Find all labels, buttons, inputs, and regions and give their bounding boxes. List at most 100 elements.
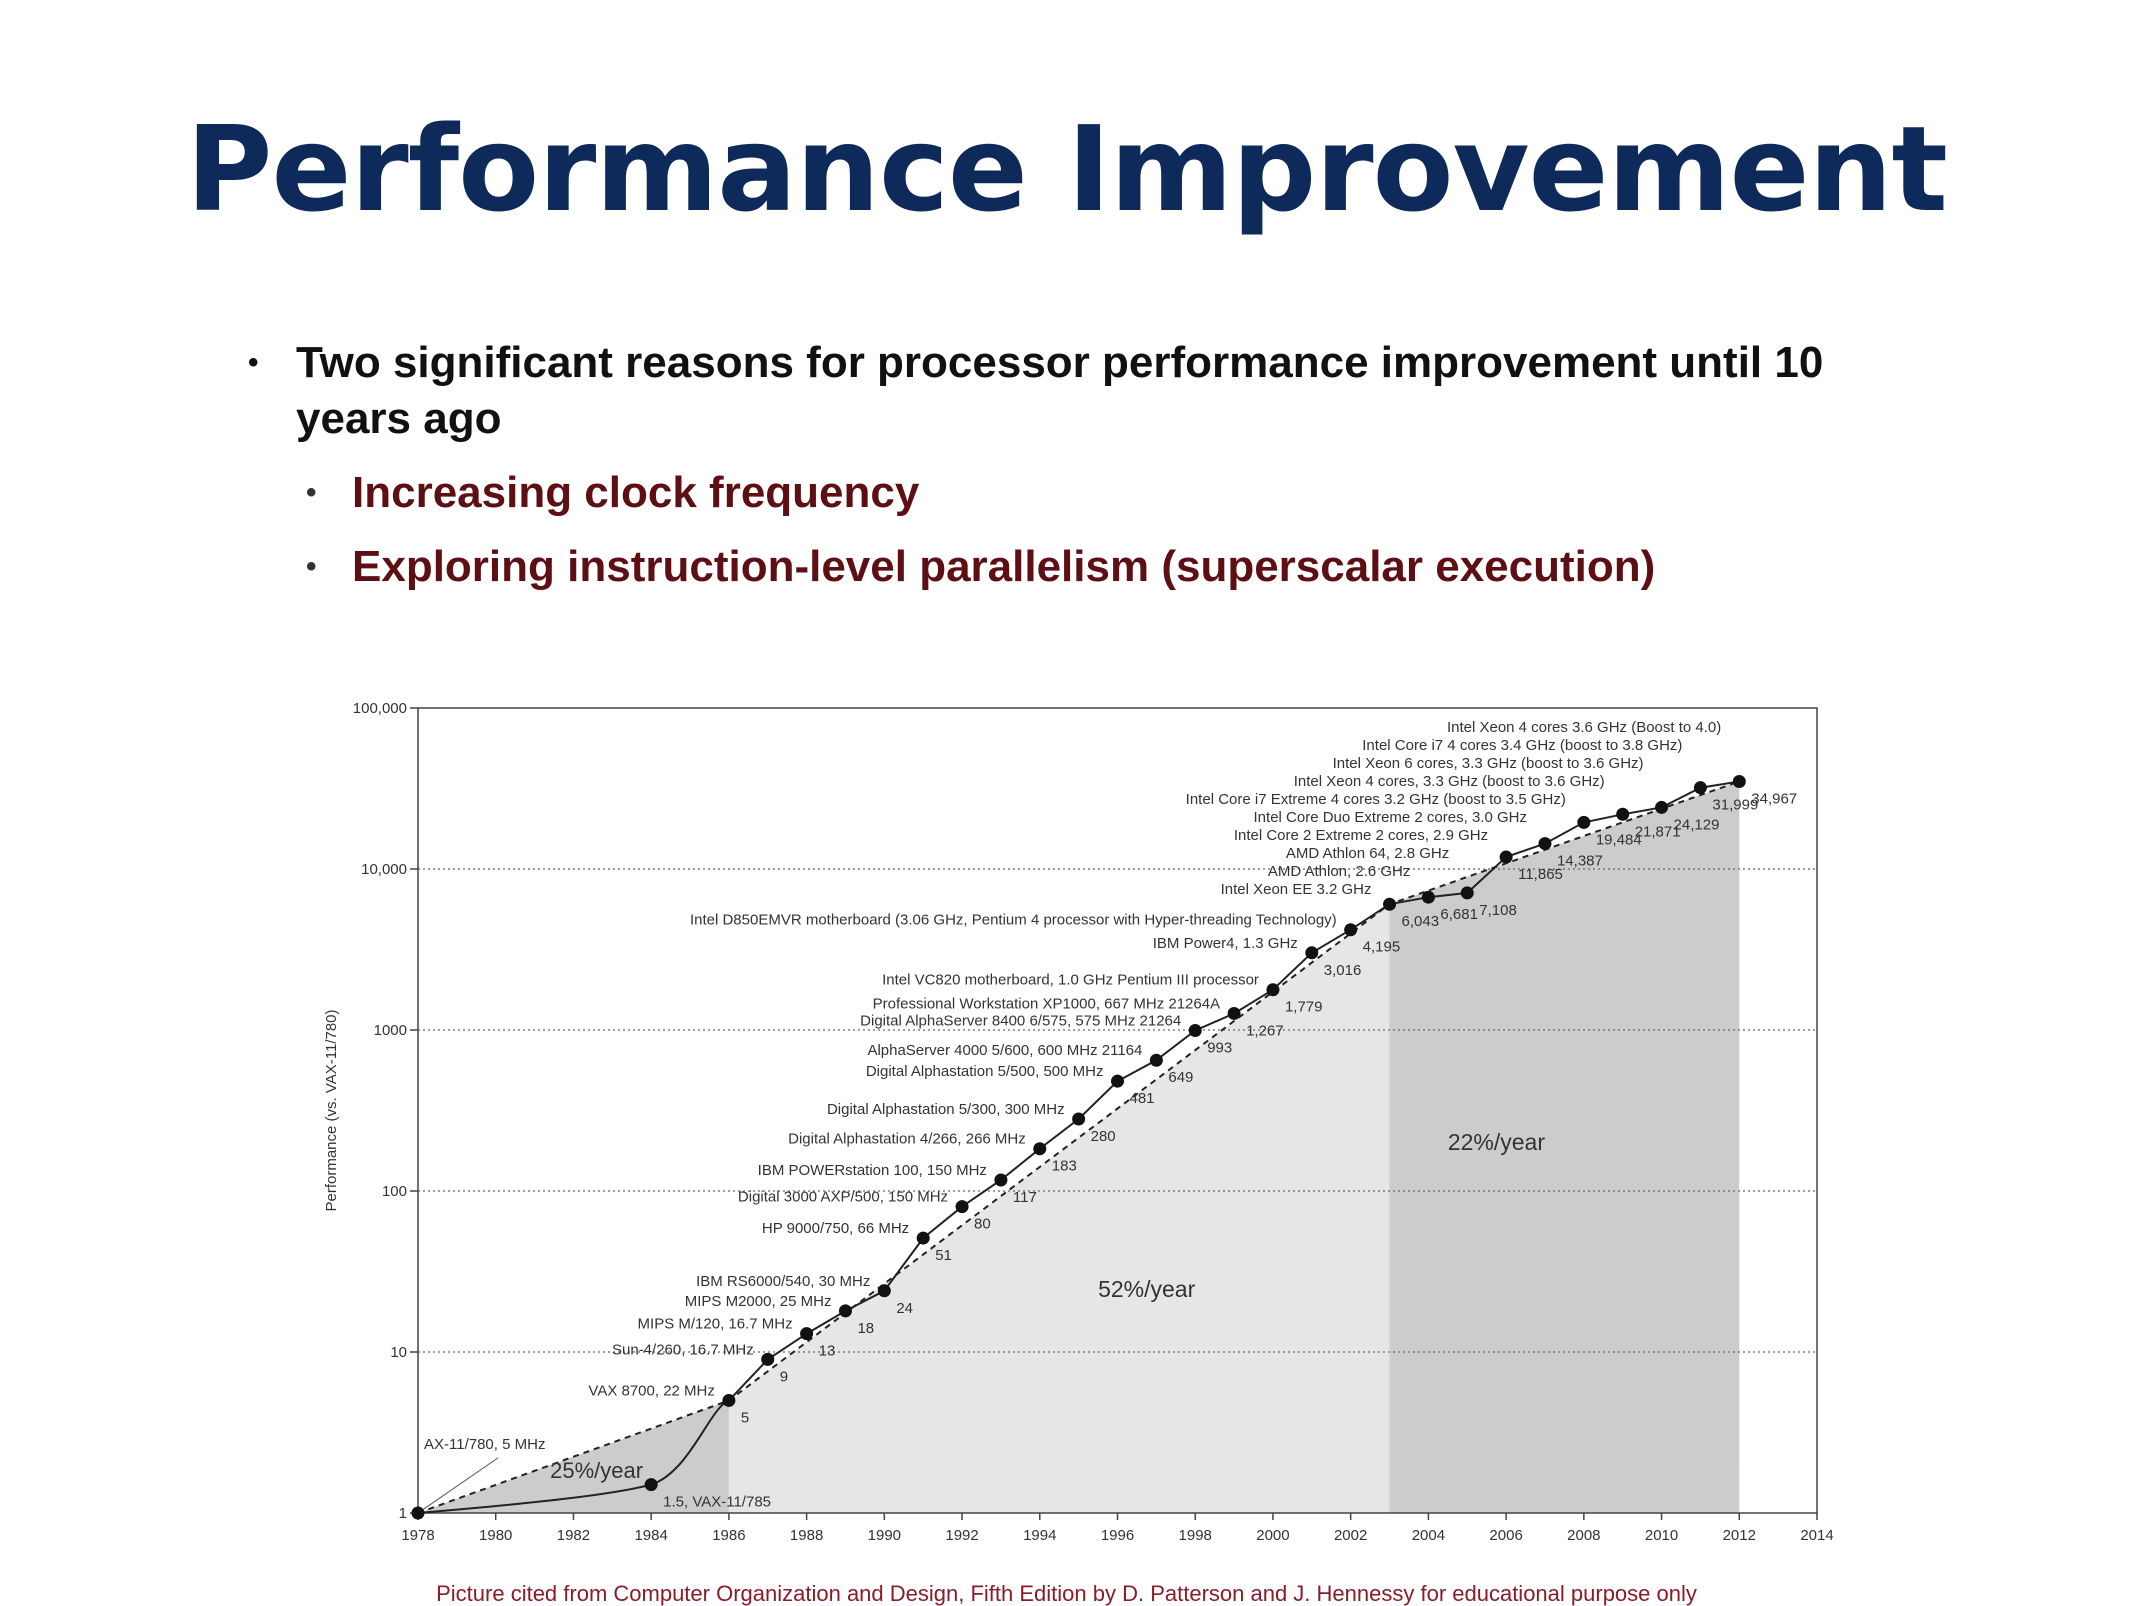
y-axis-label: Performance (vs. VAX-11/780) [323, 1009, 340, 1211]
value-label: 34,967 [1751, 790, 1797, 807]
data-point [644, 1478, 658, 1492]
value-label: 1.5, VAX-11/785 [663, 1494, 771, 1511]
data-point [1305, 946, 1319, 960]
x-tick-label: 1990 [868, 1527, 901, 1544]
value-label: 7,108 [1479, 902, 1517, 919]
data-point [1033, 1142, 1047, 1156]
value-label: 481 [1130, 1090, 1155, 1107]
x-tick-label: 1986 [712, 1527, 745, 1544]
sub-bullet-ilp: • Exploring instruction-level parallelis… [306, 539, 1948, 595]
point-labels: 25%/year 52%/year 22%/year 1.5, VAX-11/785 5… [422, 719, 1797, 1511]
data-point [1188, 1023, 1202, 1037]
x-tick-label: 1978 [401, 1527, 434, 1544]
machine-label: Intel Core 2 Extreme 2 cores, 2.9 GHz [1234, 827, 1488, 844]
machine-label: AlphaServer 4000 5/600, 600 MHz 21164 [867, 1042, 1142, 1059]
machine-label: Intel VC820 motherboard, 1.0 GHz Pentium… [882, 972, 1259, 989]
image-credit: Picture cited from Computer Organization… [436, 1581, 1697, 1606]
x-tick-label: 2008 [1567, 1527, 1600, 1544]
machine-label: VAX 8700, 22 MHz [588, 1382, 714, 1399]
value-label: 649 [1168, 1069, 1193, 1086]
data-point [1538, 837, 1552, 851]
y-tick-label: 1 [399, 1505, 407, 1522]
data-point [1344, 923, 1358, 937]
machine-label: HP 9000/750, 66 MHz [762, 1220, 909, 1237]
data-point [1655, 800, 1669, 814]
machine-label: Digital Alphastation 5/300, 300 MHz [827, 1101, 1065, 1118]
x-tick-label: 2006 [1489, 1527, 1522, 1544]
performance-chart: 1 10 100 1000 10,000 100,000 1978 1980 1982 1984 1… [323, 700, 1834, 1544]
x-tick-label: 1992 [945, 1527, 978, 1544]
data-point [916, 1231, 930, 1245]
machine-label: MIPS M/120, 16.7 MHz [638, 1316, 793, 1333]
data-point [877, 1284, 891, 1298]
data-point [722, 1393, 736, 1407]
data-point [955, 1200, 969, 1214]
x-tick-label: 2014 [1800, 1527, 1833, 1544]
x-tick-label: 2004 [1412, 1527, 1445, 1544]
slide-title: Performance Improvement [186, 100, 1948, 238]
data-point [1227, 1006, 1241, 1020]
bullet-glyph: • [306, 550, 317, 583]
x-tick-label: 2010 [1645, 1527, 1678, 1544]
value-label: 80 [974, 1216, 991, 1233]
machine-label: Intel D850EMVR motherboard (3.06 GHz, Pe… [690, 912, 1337, 929]
bullet-glyph: • [248, 346, 259, 379]
data-point [1732, 774, 1746, 788]
y-tick-label: 10 [390, 1344, 407, 1361]
data-point [1149, 1053, 1163, 1067]
value-label: 5 [741, 1409, 749, 1426]
x-tick-label: 1980 [479, 1527, 512, 1544]
x-tick-label: 2012 [1723, 1527, 1756, 1544]
machine-label: Digital Alphastation 5/500, 500 MHz [866, 1063, 1104, 1080]
x-tick-label: 2002 [1334, 1527, 1367, 1544]
value-label: 3,016 [1324, 962, 1362, 979]
data-point [994, 1173, 1008, 1187]
y-tick-label: 10,000 [361, 861, 407, 878]
x-tick-label: 1982 [557, 1527, 590, 1544]
machine-label: Intel Xeon 4 cores 3.6 GHz (Boost to 4.0… [1447, 719, 1721, 736]
value-label: 14,387 [1557, 853, 1603, 870]
data-point [1577, 815, 1591, 829]
axes: 1 10 100 1000 10,000 100,000 1978 1980 1982 1984 1… [323, 700, 1834, 1544]
main-bullet-text: Two significant reasons for processor pe… [296, 338, 1824, 443]
sub-bullet-text: Exploring instruction-level parallelism … [352, 542, 1656, 591]
value-label: 1,779 [1285, 999, 1323, 1016]
value-label: 4,195 [1363, 939, 1401, 956]
trend-line-dashed [417, 780, 1740, 1514]
value-label: 280 [1091, 1128, 1116, 1145]
data-point [761, 1352, 775, 1366]
leader-line [422, 1457, 499, 1511]
gridlines [418, 868, 1817, 1353]
sub-bullet-clock: • Increasing clock frequency [306, 465, 1948, 521]
machine-label: Digital Alphastation 4/266, 266 MHz [788, 1131, 1026, 1148]
value-label: 11,865 [1518, 866, 1563, 883]
value-label: 13 [819, 1343, 836, 1360]
value-label: 6,681 [1440, 906, 1478, 923]
machine-label: Intel Xeon 4 cores, 3.3 GHz (boost to 3.… [1294, 773, 1605, 790]
region-label: 25%/year [550, 1458, 643, 1483]
value-label: 51 [935, 1247, 952, 1264]
value-label: 9 [780, 1368, 788, 1385]
x-tick-label: 1996 [1101, 1527, 1134, 1544]
data-point [1383, 897, 1397, 911]
machine-label: Intel Xeon 6 cores, 3.3 GHz (boost to 3.… [1333, 755, 1644, 772]
sub-bullet-text: Increasing clock frequency [352, 468, 920, 517]
x-tick-label: 2000 [1256, 1527, 1289, 1544]
region-area [728, 904, 1390, 1513]
machine-label: Digital AlphaServer 8400 6/575, 575 MHz … [860, 1012, 1181, 1029]
machine-label: Intel Core i7 Extreme 4 cores 3.2 GHz (b… [1186, 791, 1566, 808]
value-label: 24 [896, 1300, 913, 1317]
series-lines [417, 780, 1740, 1514]
main-bullet: • Two significant reasons for processor … [248, 335, 1948, 447]
x-tick-label: 1994 [1023, 1527, 1056, 1544]
data-point [838, 1304, 852, 1318]
machine-label: Intel Xeon EE 3.2 GHz [1221, 881, 1372, 898]
value-label: 117 [1013, 1189, 1037, 1206]
data-point [1111, 1074, 1124, 1088]
y-tick-label: 100 [382, 1183, 407, 1200]
machine-label: Sun-4/260, 16.7 MHz [612, 1341, 754, 1358]
machine-label: IBM RS6000/540, 30 MHz [696, 1273, 870, 1290]
data-points [411, 774, 1746, 1520]
data-point [411, 1506, 425, 1520]
machine-label: Digital 3000 AXP/500, 150 MHz [738, 1189, 948, 1206]
